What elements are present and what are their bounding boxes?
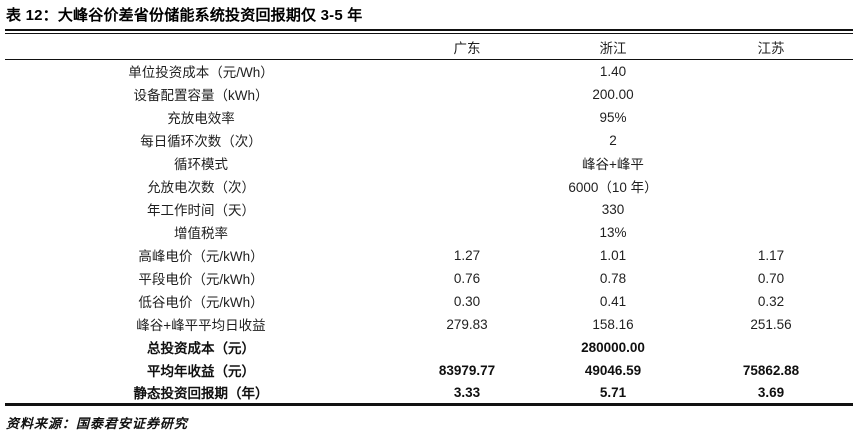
row-label: 单位投资成本（元/Wh） xyxy=(128,65,274,81)
row-label: 总投资成本（元） xyxy=(147,341,255,356)
table-row: 允放电次数（次） 6000（10 年） xyxy=(5,175,853,198)
row-label: 每日循环次数（次） xyxy=(140,134,262,149)
empty-cell xyxy=(397,198,537,221)
row-span-value: 95% xyxy=(599,109,627,125)
empty-cell xyxy=(397,106,537,129)
cell-guangdong: 279.83 xyxy=(446,316,488,332)
empty-cell xyxy=(397,129,537,152)
empty-cell xyxy=(689,198,853,221)
table-row: 年工作时间（天） 330 xyxy=(5,198,853,221)
header-empty-cell xyxy=(5,33,397,60)
column-header-guangdong: 广东 xyxy=(397,33,537,60)
empty-cell xyxy=(397,221,537,244)
row-label: 峰谷+峰平平均日收益 xyxy=(136,318,266,333)
empty-cell xyxy=(397,336,537,359)
cell-jiangsu: 0.70 xyxy=(757,270,785,286)
table-row: 每日循环次数（次） 2 xyxy=(5,129,853,152)
row-label: 高峰电价（元/kWh） xyxy=(138,249,264,264)
row-label: 增值税率 xyxy=(174,226,228,241)
cell-zhejiang: 49046.59 xyxy=(584,362,642,378)
row-label: 年工作时间（天） xyxy=(147,203,255,218)
source-note: 资料来源：国泰君安证券研究 xyxy=(6,417,189,432)
empty-cell xyxy=(397,83,537,106)
empty-cell xyxy=(689,129,853,152)
column-header-zhejiang: 浙江 xyxy=(537,33,689,60)
row-label: 平段电价（元/kWh） xyxy=(138,272,264,287)
cell-zhejiang: 158.16 xyxy=(592,316,634,332)
header-row: 广东 浙江 江苏 xyxy=(5,33,853,60)
cell-jiangsu: 0.32 xyxy=(757,293,785,309)
empty-cell xyxy=(397,175,537,198)
table-row: 设备配置容量（kWh） 200.00 xyxy=(5,83,853,106)
empty-cell xyxy=(689,152,853,175)
table-row: 峰谷+峰平平均日收益 279.83 158.16 251.56 xyxy=(5,313,853,336)
table-title: 表 12：大峰谷价差省份储能系统投资回报期仅 3-5 年 xyxy=(5,4,853,31)
empty-cell xyxy=(397,60,537,83)
empty-cell xyxy=(397,152,537,175)
cell-jiangsu: 1.17 xyxy=(757,247,785,263)
cell-guangdong: 1.27 xyxy=(453,247,481,263)
cell-guangdong: 0.76 xyxy=(453,270,481,286)
row-span-value: 1.40 xyxy=(599,63,627,79)
row-label: 静态投资回报期（年） xyxy=(133,386,269,402)
table-row: 高峰电价（元/kWh） 1.27 1.01 1.17 xyxy=(5,244,853,267)
empty-cell xyxy=(689,60,853,83)
cell-jiangsu: 251.56 xyxy=(750,316,792,332)
table-row: 低谷电价（元/kWh） 0.30 0.41 0.32 xyxy=(5,290,853,313)
data-table: 广东 浙江 江苏 单位投资成本（元/Wh） 1.40 设备配置容量（kWh） 2… xyxy=(5,33,853,406)
table-row-annual-income: 平均年收益（元） 83979.77 49046.59 75862.88 xyxy=(5,359,853,382)
row-span-value: 280000.00 xyxy=(581,339,645,355)
column-header-jiangsu: 江苏 xyxy=(689,33,853,60)
cell-zhejiang: 0.78 xyxy=(599,270,627,286)
empty-cell xyxy=(689,221,853,244)
row-label: 设备配置容量（kWh） xyxy=(133,88,269,103)
empty-cell xyxy=(689,83,853,106)
row-span-value: 峰谷+峰平 xyxy=(582,157,644,172)
cell-zhejiang: 1.01 xyxy=(599,247,627,263)
row-span-value: 200.00 xyxy=(592,86,634,102)
table-row-total-investment: 总投资成本（元） 280000.00 xyxy=(5,336,853,359)
cell-jiangsu: 3.69 xyxy=(757,384,785,400)
row-label: 低谷电价（元/kWh） xyxy=(138,295,264,310)
cell-jiangsu: 75862.88 xyxy=(742,362,800,378)
cell-guangdong: 0.30 xyxy=(453,293,481,309)
row-span-value: 13% xyxy=(599,224,627,240)
cell-zhejiang: 5.71 xyxy=(599,384,627,400)
table-row-payback-period: 静态投资回报期（年） 3.33 5.71 3.69 xyxy=(5,382,853,405)
row-label: 循环模式 xyxy=(174,157,228,172)
table-row: 循环模式 峰谷+峰平 xyxy=(5,152,853,175)
empty-cell xyxy=(689,336,853,359)
table-row: 充放电效率 95% xyxy=(5,106,853,129)
table-row: 增值税率 13% xyxy=(5,221,853,244)
row-span-value: 6000（10 年） xyxy=(568,180,658,195)
empty-cell xyxy=(689,106,853,129)
table-row: 平段电价（元/kWh） 0.76 0.78 0.70 xyxy=(5,267,853,290)
row-label: 充放电效率 xyxy=(167,111,235,126)
empty-cell xyxy=(689,175,853,198)
cell-zhejiang: 0.41 xyxy=(599,293,627,309)
cell-guangdong: 3.33 xyxy=(453,384,481,400)
row-span-value: 2 xyxy=(609,132,617,148)
row-label: 平均年收益（元） xyxy=(147,364,255,379)
table-row: 单位投资成本（元/Wh） 1.40 xyxy=(5,60,853,83)
cell-guangdong: 83979.77 xyxy=(438,362,496,378)
row-label: 允放电次数（次） xyxy=(147,180,255,195)
row-span-value: 330 xyxy=(601,201,625,217)
